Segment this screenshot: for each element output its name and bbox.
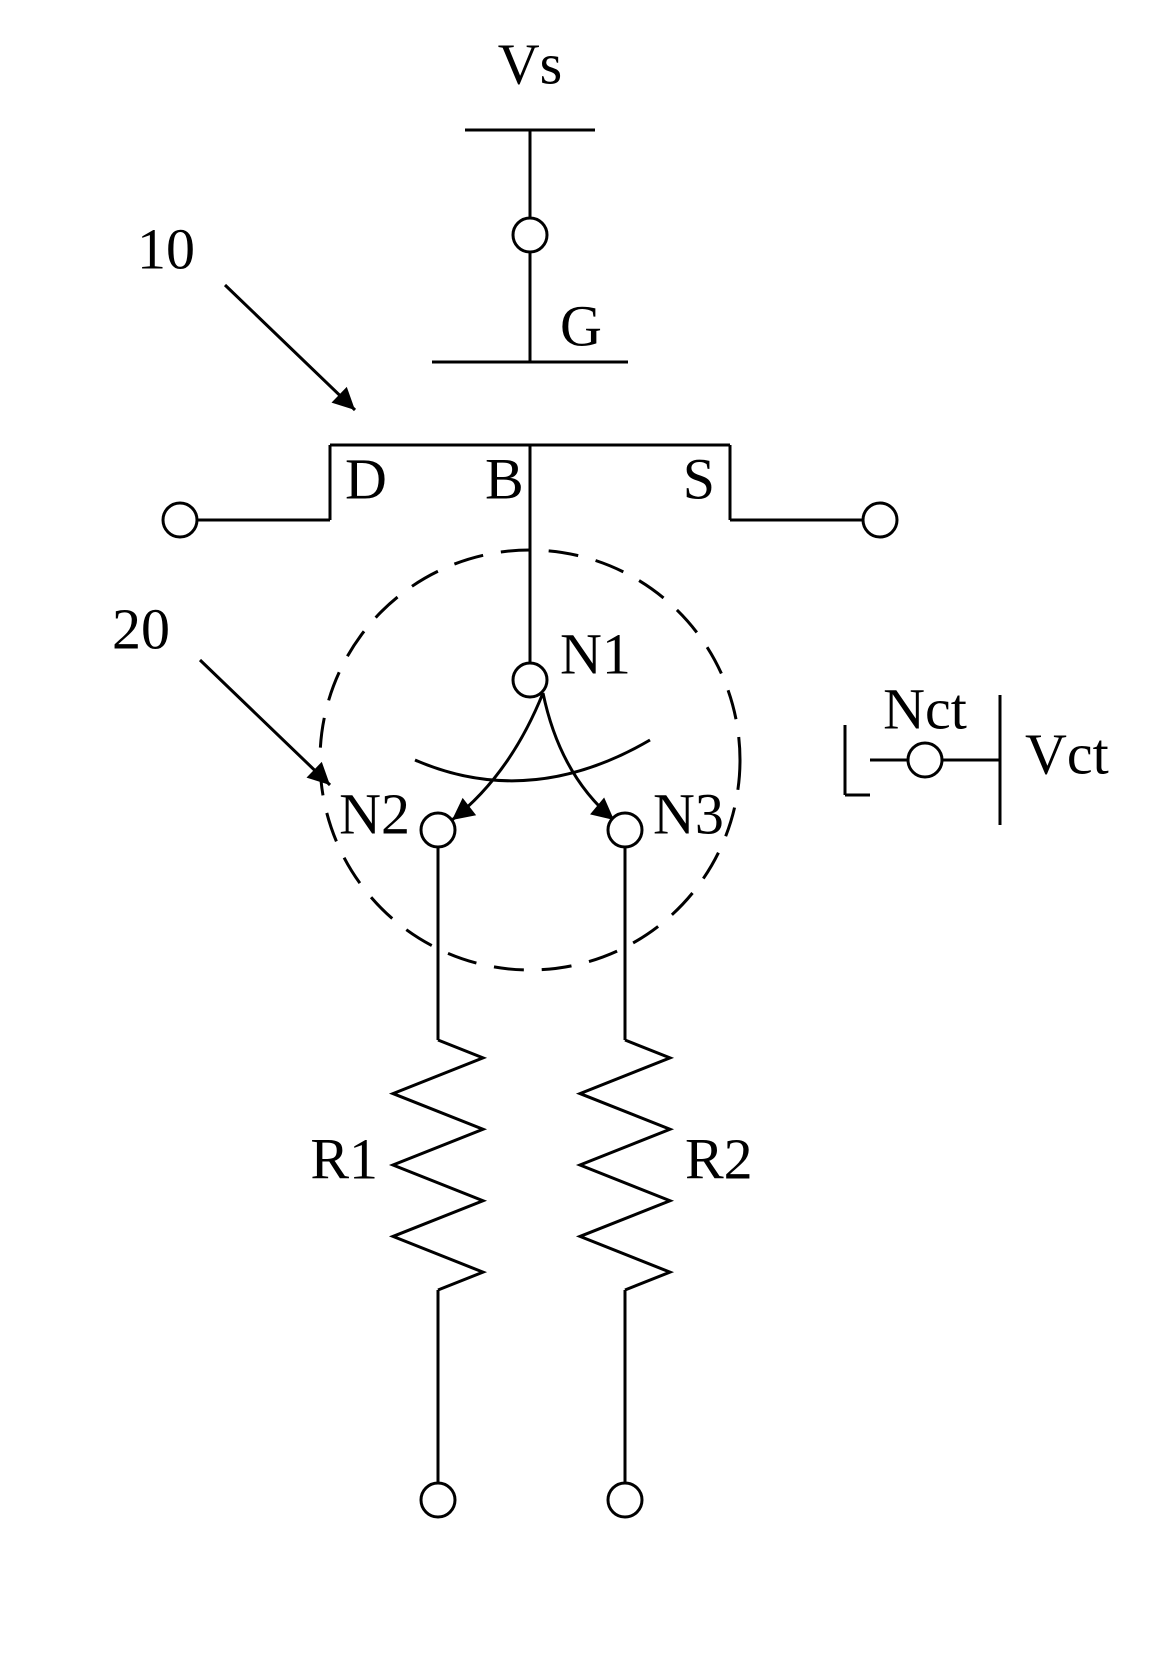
label-r1: R1 (310, 1126, 378, 1191)
nct-terminal (908, 743, 942, 777)
source-terminal (863, 503, 897, 537)
label-n2: N2 (339, 781, 410, 846)
label-s: S (683, 446, 715, 511)
node-n1 (513, 663, 547, 697)
label-n1: N1 (560, 621, 631, 686)
label-b: B (485, 446, 524, 511)
terminal (608, 1483, 642, 1517)
label-g: G (560, 293, 602, 358)
label-r2: R2 (685, 1126, 753, 1191)
label-d: D (345, 446, 387, 511)
label-ref-20: 20 (112, 596, 170, 661)
vs-terminal (513, 218, 547, 252)
label-vs: Vs (498, 31, 562, 96)
label-nct: Nct (883, 676, 967, 741)
node-n3 (608, 813, 642, 847)
label-ref-10: 10 (137, 216, 195, 281)
label-n3: N3 (653, 781, 724, 846)
drain-terminal (163, 503, 197, 537)
label-vct: Vct (1025, 721, 1109, 786)
terminal (421, 1483, 455, 1517)
node-n2 (421, 813, 455, 847)
